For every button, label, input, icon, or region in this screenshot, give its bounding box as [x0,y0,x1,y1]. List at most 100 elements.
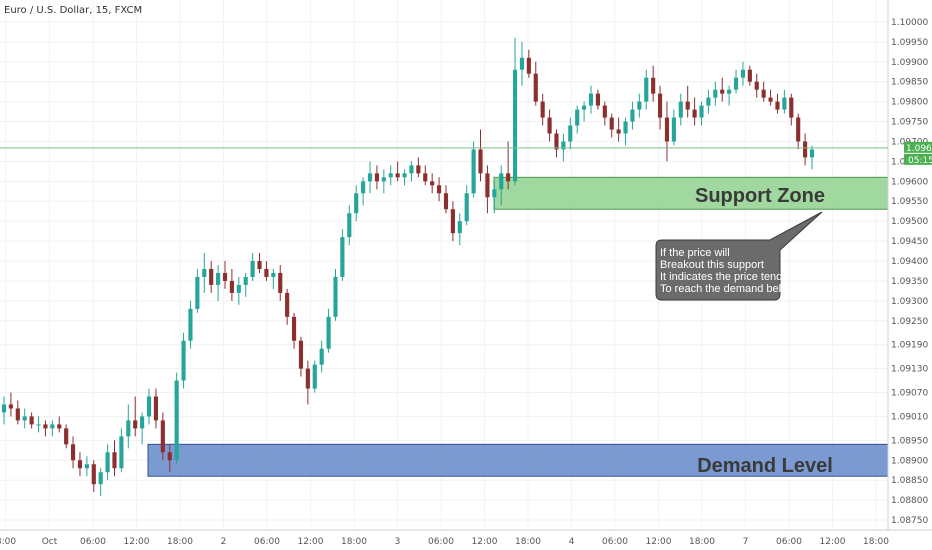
candle-body [153,396,159,421]
candle-body [609,117,614,130]
candle-body [733,77,739,90]
candle-body [236,284,241,293]
candle-body [22,416,27,421]
candle-body [519,57,525,70]
candle-body [84,464,89,469]
candle-body [644,77,649,102]
candle-body [685,101,690,110]
callout: If the price will Breakout this support … [655,211,823,301]
candle-body [595,93,600,106]
candle-body [91,464,96,485]
y-axis-ticks: 1.10000 1.09950 1.09900 1.09850 1.09800 1.097… [891,18,928,526]
candle-body [15,408,20,421]
x-tick-label: 18:00 [689,537,715,547]
candle-body [506,173,511,182]
candle-body [768,97,773,102]
x-tick-label: 06:00 [80,537,106,547]
candles[interactable] [1,37,815,497]
candle-body [195,276,200,309]
candle-body [533,73,538,102]
y-tick-label: 1.09130 [891,365,928,375]
candle-body [285,292,290,317]
candle-body [747,69,752,82]
y-tick-label: 1.09750 [891,118,928,128]
candle-body [209,268,214,285]
y-tick-label: 1.09400 [891,257,928,267]
candle-body [692,109,697,118]
x-tick-label: 06:00 [254,537,280,547]
x-tick-label: 12:00 [820,537,846,547]
candle-body [568,125,573,142]
candle-body [298,340,304,369]
candle-body [257,261,262,269]
candle-body [809,149,815,158]
candle-body [395,173,400,178]
candle-body [340,237,345,277]
candle-body [140,416,145,429]
candle-body [354,193,359,214]
candle-body [616,129,621,134]
y-tick-label: 1.09500 [891,217,928,227]
callout-bubble [655,211,823,301]
x-tick-label: 12:00 [472,537,498,547]
candle-body [478,149,483,174]
candle-body [803,141,808,158]
countdown-value: 05:15 [908,156,932,166]
x-tick-label: 18:00 [341,537,367,547]
candle-body [388,173,393,178]
candle-body [775,101,780,110]
y-tick-label: 1.08800 [891,496,928,506]
candle-body [57,424,62,429]
y-tick-label: 1.08850 [891,476,928,486]
candle-body [278,272,283,293]
x-tick-label: 06:00 [428,537,454,547]
y-tick-label: 1.09600 [891,177,928,187]
candle-body [575,109,580,126]
x-axis-ticks: 8:00 Oct 06:00 12:00 18:00 2 06:00 12:00 18:00 3 0… [0,537,889,547]
candle-body [761,89,766,98]
candle-body [443,193,449,210]
demand-level-zone [147,443,889,477]
y-tick-label: 1.09900 [891,58,928,68]
candle-body [367,173,373,182]
candle-body [740,69,746,78]
candle-body [43,424,48,429]
y-tick-label: 1.09010 [891,412,928,422]
candle-body [588,93,594,106]
x-tick-label: 12:00 [646,537,672,547]
candle-body [678,101,683,118]
candle-body [651,77,656,94]
zones [147,176,889,477]
candle-body [29,416,34,425]
y-tick-label: 1.09250 [891,317,928,327]
current-price-value: 1.09684 [906,144,932,154]
y-tick-label: 1.10000 [891,18,928,28]
candle-body [119,436,124,469]
candle-body [305,368,310,389]
x-tick-label: 18:00 [863,537,889,547]
zone-labels: Support Zone Demand Level [695,185,833,477]
y-tick-label: 1.09850 [891,78,928,88]
callout-line-2: Breakout this support [660,259,764,271]
candle-body [70,444,76,461]
y-tick-label: 1.09350 [891,277,928,287]
x-tick-label: 7 [743,537,749,547]
support-zone-label: Support Zone [695,185,825,207]
candle-body [796,117,801,142]
candle-body [630,109,635,122]
candle-body [312,364,317,389]
candle-body [402,173,407,178]
candle-body [485,173,490,198]
y-tick-label: 1.08900 [891,456,928,466]
x-tick-label: 4 [569,537,575,547]
y-tick-label: 1.09550 [891,197,928,207]
candle-body [547,117,552,134]
candle-body [409,165,414,174]
candle-body [112,452,117,469]
candle-body [347,213,352,238]
countdown-box [904,153,932,165]
x-tick-label: 2 [221,537,227,547]
candle-body [133,420,138,429]
